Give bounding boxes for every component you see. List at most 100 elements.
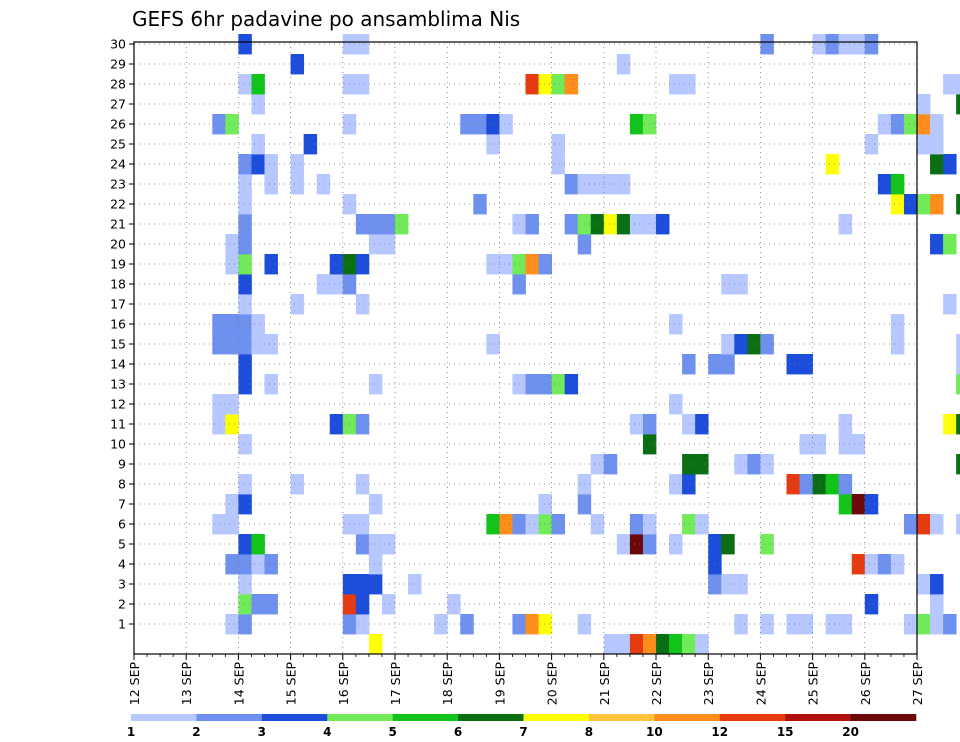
colorbar-swatch [261, 714, 328, 721]
data-cell [669, 634, 683, 655]
data-cell [238, 594, 252, 615]
data-cell [238, 274, 252, 295]
colorbar-label: 7 [519, 725, 527, 739]
y-tick-label: 30 [110, 37, 126, 52]
data-cell [564, 74, 579, 95]
data-cell [290, 154, 305, 175]
data-cell [264, 154, 278, 175]
data-cell [956, 94, 960, 115]
data-cell [930, 594, 944, 615]
y-tick-label: 14 [110, 357, 126, 372]
data-cell [538, 374, 552, 395]
data-cell [616, 534, 631, 555]
y-tick-label: 20 [110, 237, 126, 252]
data-cell [264, 334, 278, 355]
data-cell [760, 534, 774, 555]
data-cell [316, 174, 331, 195]
data-cell [590, 514, 605, 535]
data-cell [616, 214, 631, 235]
data-cell [355, 474, 370, 495]
data-cell [695, 454, 709, 475]
data-cell [238, 474, 252, 495]
data-cell [238, 154, 252, 175]
data-cell [551, 74, 566, 95]
data-cell [564, 374, 579, 395]
data-cell [225, 514, 239, 535]
data-cell [460, 114, 474, 135]
colorbar-swatch [588, 714, 655, 721]
x-tick-label: 21 SEP [597, 662, 612, 706]
data-cell [603, 634, 618, 655]
data-cell [238, 614, 252, 635]
y-tick-label: 17 [110, 297, 126, 312]
colorbar-label: 15 [777, 725, 794, 739]
data-cell [368, 534, 383, 555]
data-cell [381, 234, 396, 255]
data-cell [603, 454, 618, 475]
data-cell [629, 214, 644, 235]
data-cell [381, 214, 396, 235]
data-cell [225, 234, 239, 255]
data-cell [525, 614, 539, 635]
data-cell [225, 394, 239, 415]
data-cell [721, 354, 735, 375]
data-cell [786, 614, 800, 635]
colorbar-label: 6 [454, 725, 462, 739]
data-cell [290, 474, 305, 495]
data-cell [917, 514, 931, 535]
data-cell [956, 414, 960, 435]
data-cell [538, 514, 552, 535]
data-cell [368, 634, 383, 655]
data-cell [238, 554, 252, 575]
data-cell [238, 174, 252, 195]
y-tick-label: 6 [118, 517, 126, 532]
data-cell [851, 34, 866, 55]
y-tick-label: 8 [118, 477, 126, 492]
y-tick-label: 15 [110, 337, 126, 352]
y-tick-label: 11 [110, 417, 126, 432]
data-cell [799, 474, 813, 495]
data-cell [355, 254, 370, 275]
y-tick-label: 28 [110, 77, 126, 92]
data-cell [264, 174, 278, 195]
data-cell [538, 614, 552, 635]
data-cell [603, 214, 618, 235]
data-cell [525, 254, 539, 275]
data-cell [917, 614, 931, 635]
data-cell [629, 634, 644, 655]
data-cell [355, 414, 370, 435]
data-cell [669, 474, 683, 495]
data-cell [355, 574, 370, 595]
data-cell [956, 354, 960, 375]
data-cell [890, 114, 905, 135]
data-cell [917, 114, 931, 135]
data-cell [838, 34, 853, 55]
data-cell [616, 634, 631, 655]
data-cell [917, 194, 931, 215]
data-cell [251, 594, 265, 615]
data-cell [669, 74, 683, 95]
data-cell [355, 294, 370, 315]
data-cell [890, 194, 905, 215]
y-tick-label: 3 [118, 577, 126, 592]
data-cell [890, 314, 905, 335]
data-cell [695, 514, 709, 535]
data-cell [642, 634, 657, 655]
data-cell [525, 74, 539, 95]
data-cell [930, 154, 944, 175]
grid-layer [134, 42, 918, 654]
data-cell [956, 194, 960, 215]
colorbar-label: 20 [842, 725, 859, 739]
data-cell [786, 354, 800, 375]
data-cell [682, 454, 696, 475]
data-cell [682, 514, 696, 535]
colorbar-label: 4 [323, 725, 331, 739]
data-cell [329, 414, 344, 435]
x-tick-label: 16 SEP [336, 662, 351, 706]
data-cell [721, 534, 735, 555]
data-cell [734, 274, 748, 295]
x-tick-label: 19 SEP [492, 662, 507, 706]
data-cell [225, 554, 239, 575]
data-cell [551, 134, 566, 155]
data-cell [930, 574, 944, 595]
